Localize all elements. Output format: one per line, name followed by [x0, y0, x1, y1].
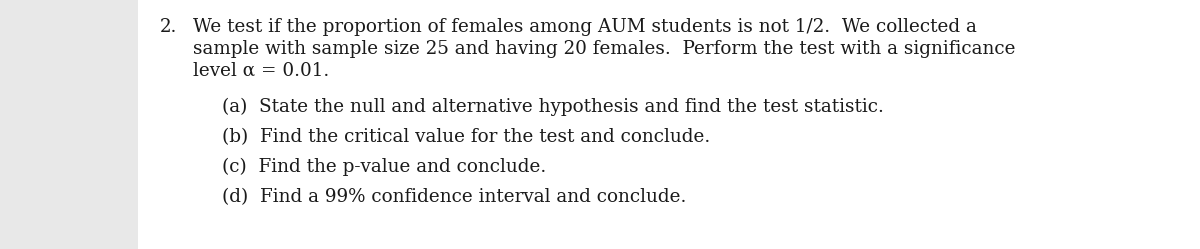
Text: (b)  Find the critical value for the test and conclude.: (b) Find the critical value for the test…	[222, 128, 710, 146]
Text: level α = 0.01.: level α = 0.01.	[193, 62, 329, 80]
Text: sample with sample size 25 and having 20 females.  Perform the test with a signi: sample with sample size 25 and having 20…	[193, 40, 1015, 58]
Text: (c)  Find the p-value and conclude.: (c) Find the p-value and conclude.	[222, 158, 546, 176]
Text: (d)  Find a 99% confidence interval and conclude.: (d) Find a 99% confidence interval and c…	[222, 188, 686, 206]
Text: (a)  State the null and alternative hypothesis and find the test statistic.: (a) State the null and alternative hypot…	[222, 98, 884, 116]
Text: 2.: 2.	[160, 18, 178, 36]
Text: We test if the proportion of females among AUM students is not 1/2.  We collecte: We test if the proportion of females amo…	[193, 18, 977, 36]
